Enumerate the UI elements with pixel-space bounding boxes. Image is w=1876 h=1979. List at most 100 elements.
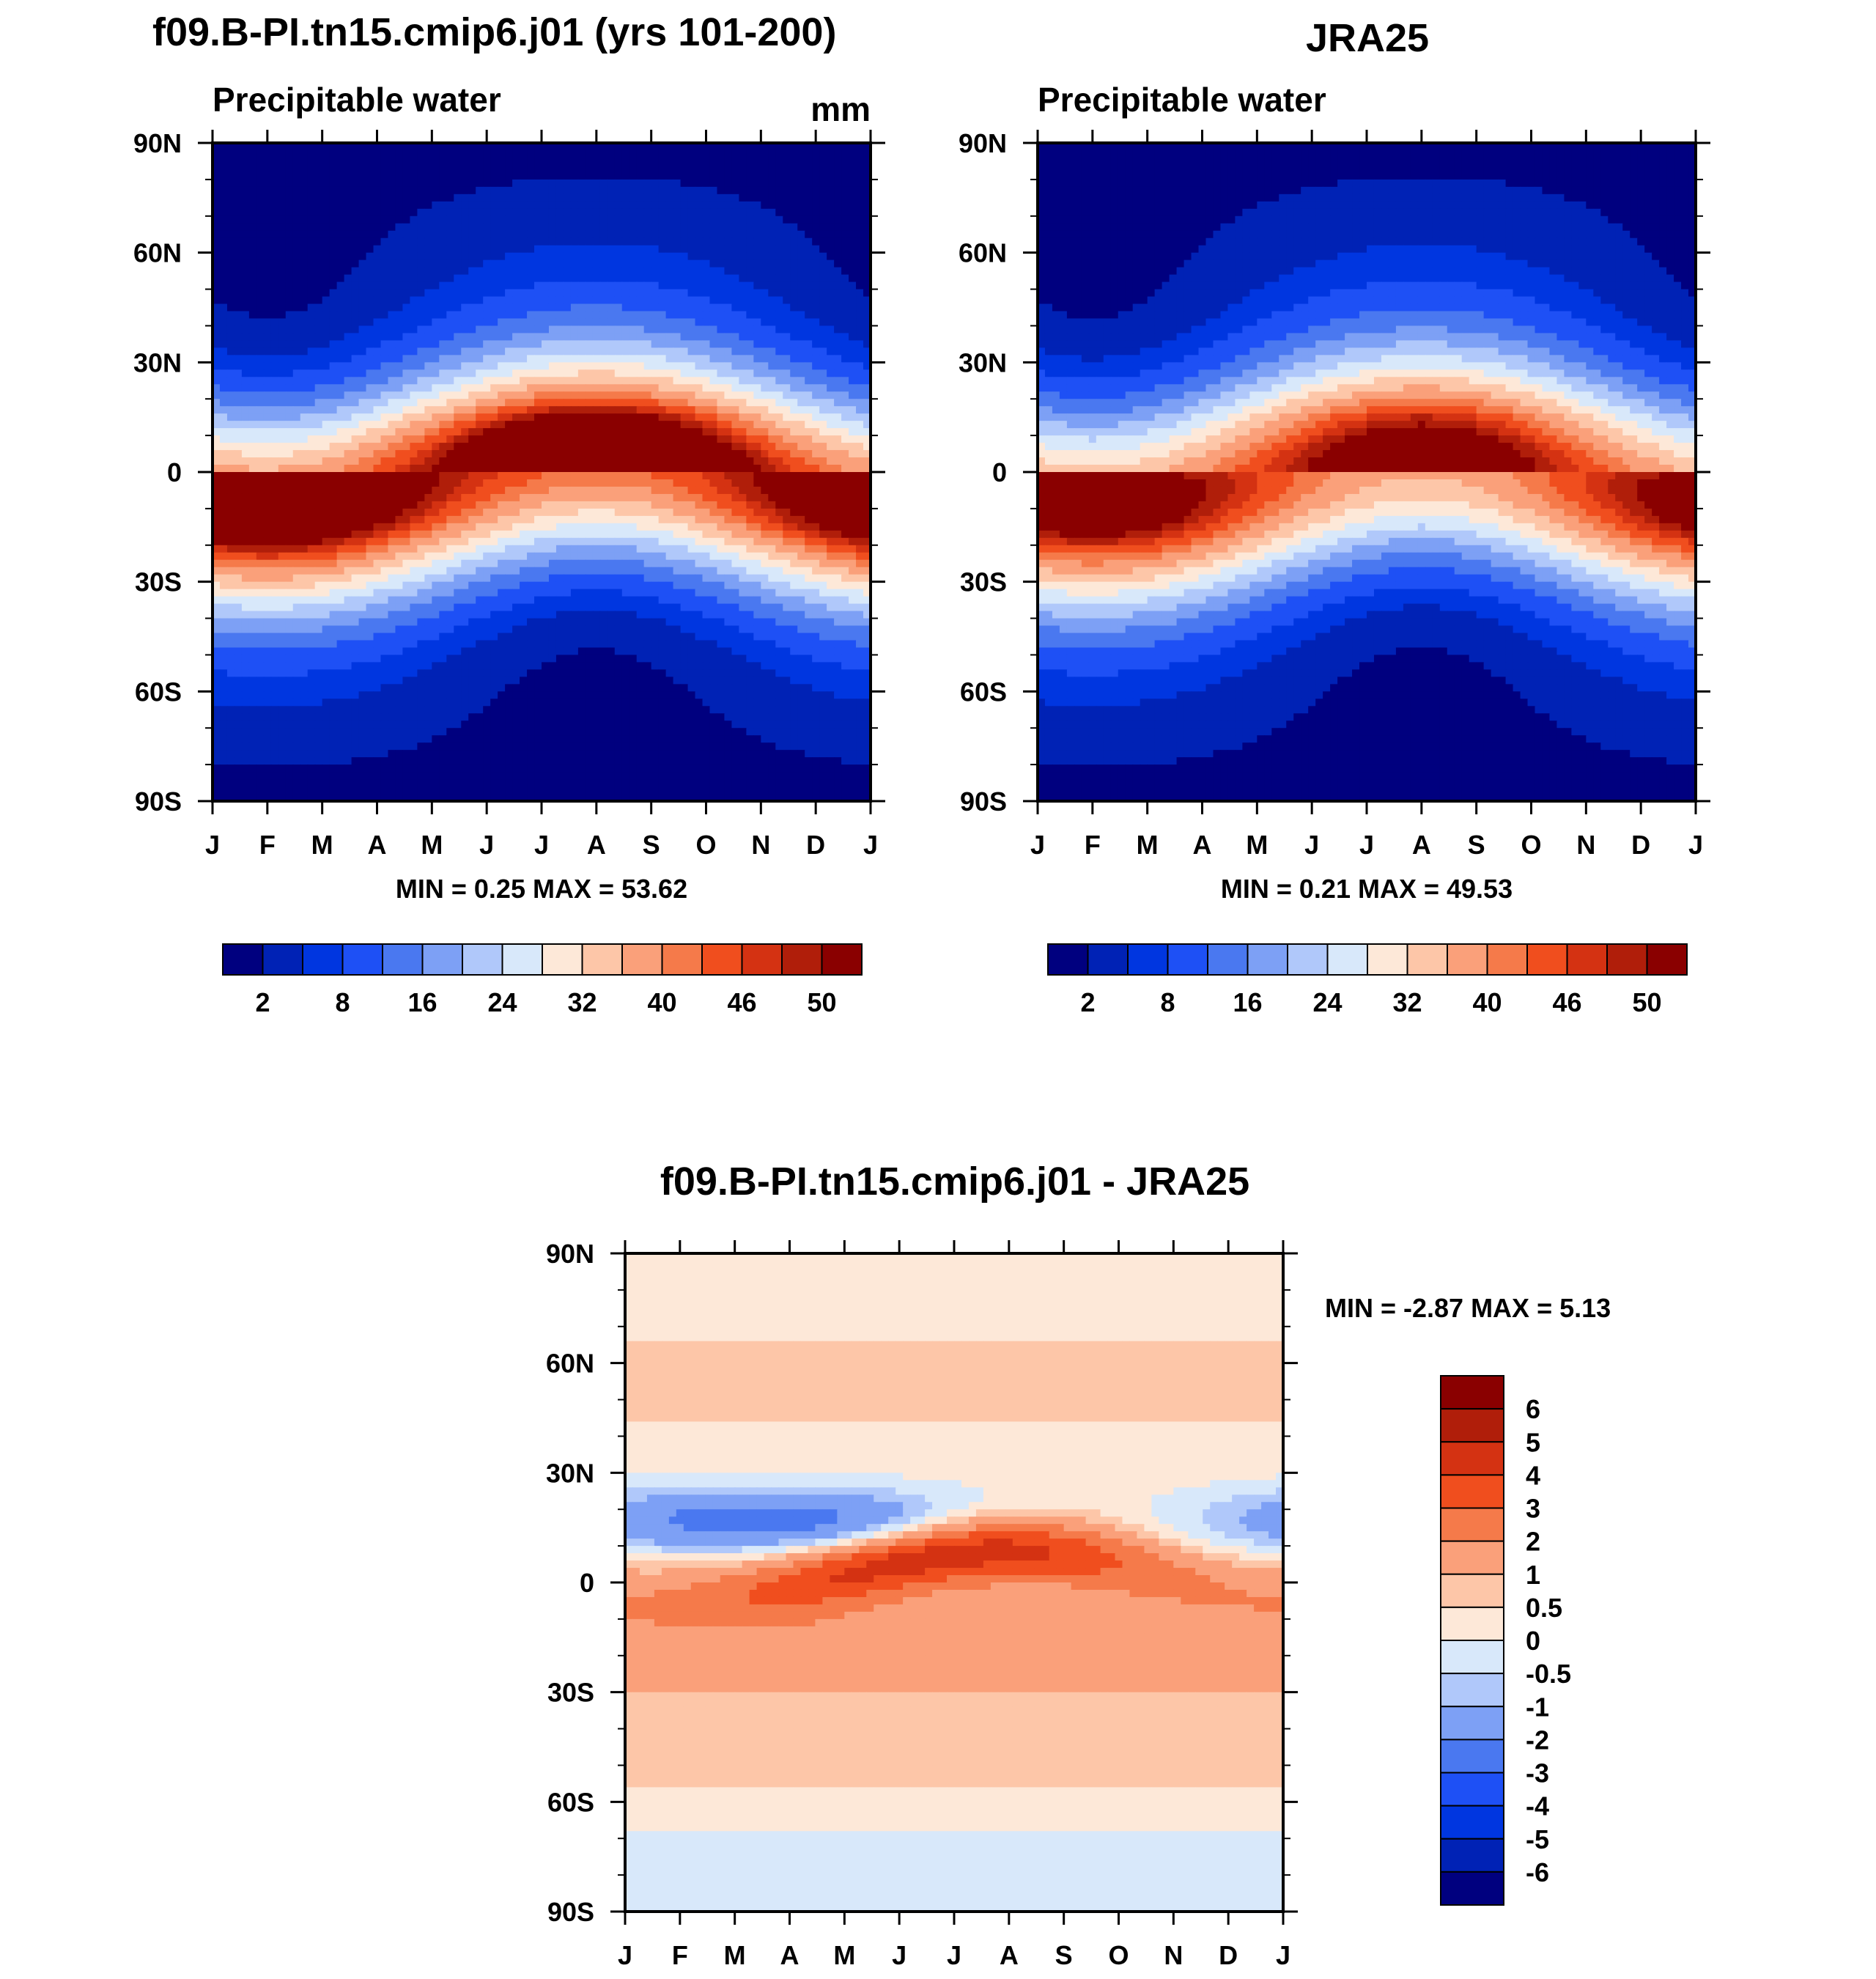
field-cell xyxy=(585,311,594,320)
field-cell xyxy=(300,340,309,348)
field-cell xyxy=(300,237,309,246)
field-cell xyxy=(388,237,396,246)
field-cell xyxy=(483,501,491,509)
field-cell xyxy=(709,172,718,180)
field-cell xyxy=(410,362,418,370)
field-cell xyxy=(278,406,287,414)
field-cell xyxy=(446,340,454,348)
field-cell xyxy=(329,435,338,443)
field-cell xyxy=(717,523,725,531)
field-cell xyxy=(592,479,601,487)
field-cell xyxy=(388,296,396,305)
field-cell xyxy=(805,465,813,473)
field-cell xyxy=(520,296,528,305)
field-cell xyxy=(366,245,374,254)
field-cell xyxy=(673,289,682,298)
field-cell xyxy=(555,252,564,261)
field-cell xyxy=(300,399,309,407)
field-cell xyxy=(219,347,228,355)
field-cell xyxy=(512,384,520,392)
field-cell xyxy=(761,237,769,246)
field-cell xyxy=(709,450,718,458)
field-cell xyxy=(498,523,506,531)
field-cell xyxy=(570,157,579,166)
field-cell xyxy=(263,465,272,473)
field-cell xyxy=(322,355,330,363)
field-cell xyxy=(629,281,638,290)
field-cell xyxy=(636,355,645,363)
field-cell xyxy=(256,377,265,385)
field-cell xyxy=(849,318,857,327)
field-cell xyxy=(570,472,579,480)
field-cell xyxy=(366,530,374,539)
field-cell xyxy=(344,355,352,363)
field-cell xyxy=(402,537,410,546)
field-cell xyxy=(410,523,418,531)
field-cell xyxy=(790,303,798,312)
field-cell xyxy=(797,318,805,327)
field-cell xyxy=(380,245,389,254)
field-cell xyxy=(373,237,382,246)
field-cell xyxy=(292,296,301,305)
field-cell xyxy=(739,259,747,268)
field-cell xyxy=(739,508,747,517)
field-cell xyxy=(358,201,367,210)
field-cell xyxy=(761,325,769,334)
field-cell xyxy=(643,318,652,327)
field-cell xyxy=(636,537,645,546)
field-cell xyxy=(314,347,323,355)
field-cell xyxy=(410,333,418,341)
field-cell xyxy=(680,465,689,473)
field-cell xyxy=(454,143,462,151)
field-cell xyxy=(512,515,520,524)
field-cell xyxy=(592,223,601,232)
field-cell xyxy=(314,515,323,524)
field-cell xyxy=(542,457,550,465)
field-cell xyxy=(746,493,754,502)
field-cell xyxy=(213,201,221,210)
field-cell xyxy=(351,421,360,429)
field-cell xyxy=(402,450,410,458)
field-cell xyxy=(213,523,221,531)
field-cell xyxy=(702,508,711,517)
field-cell xyxy=(819,281,827,290)
field-cell xyxy=(498,355,506,363)
field-cell xyxy=(724,296,733,305)
field-cell xyxy=(417,537,425,546)
field-cell xyxy=(476,472,484,480)
field-cell xyxy=(256,179,265,188)
field-cell xyxy=(717,237,725,246)
field-cell xyxy=(724,208,733,217)
field-cell xyxy=(651,465,660,473)
field-cell xyxy=(856,421,864,429)
field-cell xyxy=(446,530,454,539)
field-cell xyxy=(863,515,871,524)
field-cell xyxy=(739,465,747,473)
field-cell xyxy=(446,281,454,290)
field-cell xyxy=(512,237,520,246)
field-cell xyxy=(643,515,652,524)
field-cell xyxy=(373,252,382,261)
field-cell xyxy=(314,369,323,377)
field-cell xyxy=(673,164,682,173)
field-cell xyxy=(739,530,747,539)
field-cell xyxy=(849,443,857,451)
field-cell xyxy=(263,230,272,239)
field-cell xyxy=(527,515,535,524)
field-cell xyxy=(270,493,279,502)
field-cell xyxy=(651,201,660,210)
field-cell xyxy=(329,340,338,348)
field-cell xyxy=(256,545,265,553)
field-cell xyxy=(270,465,279,473)
field-cell xyxy=(775,340,783,348)
field-cell xyxy=(351,443,360,451)
field-cell xyxy=(643,428,652,436)
field-cell xyxy=(248,479,257,487)
field-cell xyxy=(307,384,316,392)
field-cell xyxy=(570,150,579,158)
field-cell xyxy=(417,223,425,232)
field-cell xyxy=(439,472,447,480)
field-cell xyxy=(336,296,345,305)
field-cell xyxy=(687,465,696,473)
field-cell xyxy=(292,201,301,210)
